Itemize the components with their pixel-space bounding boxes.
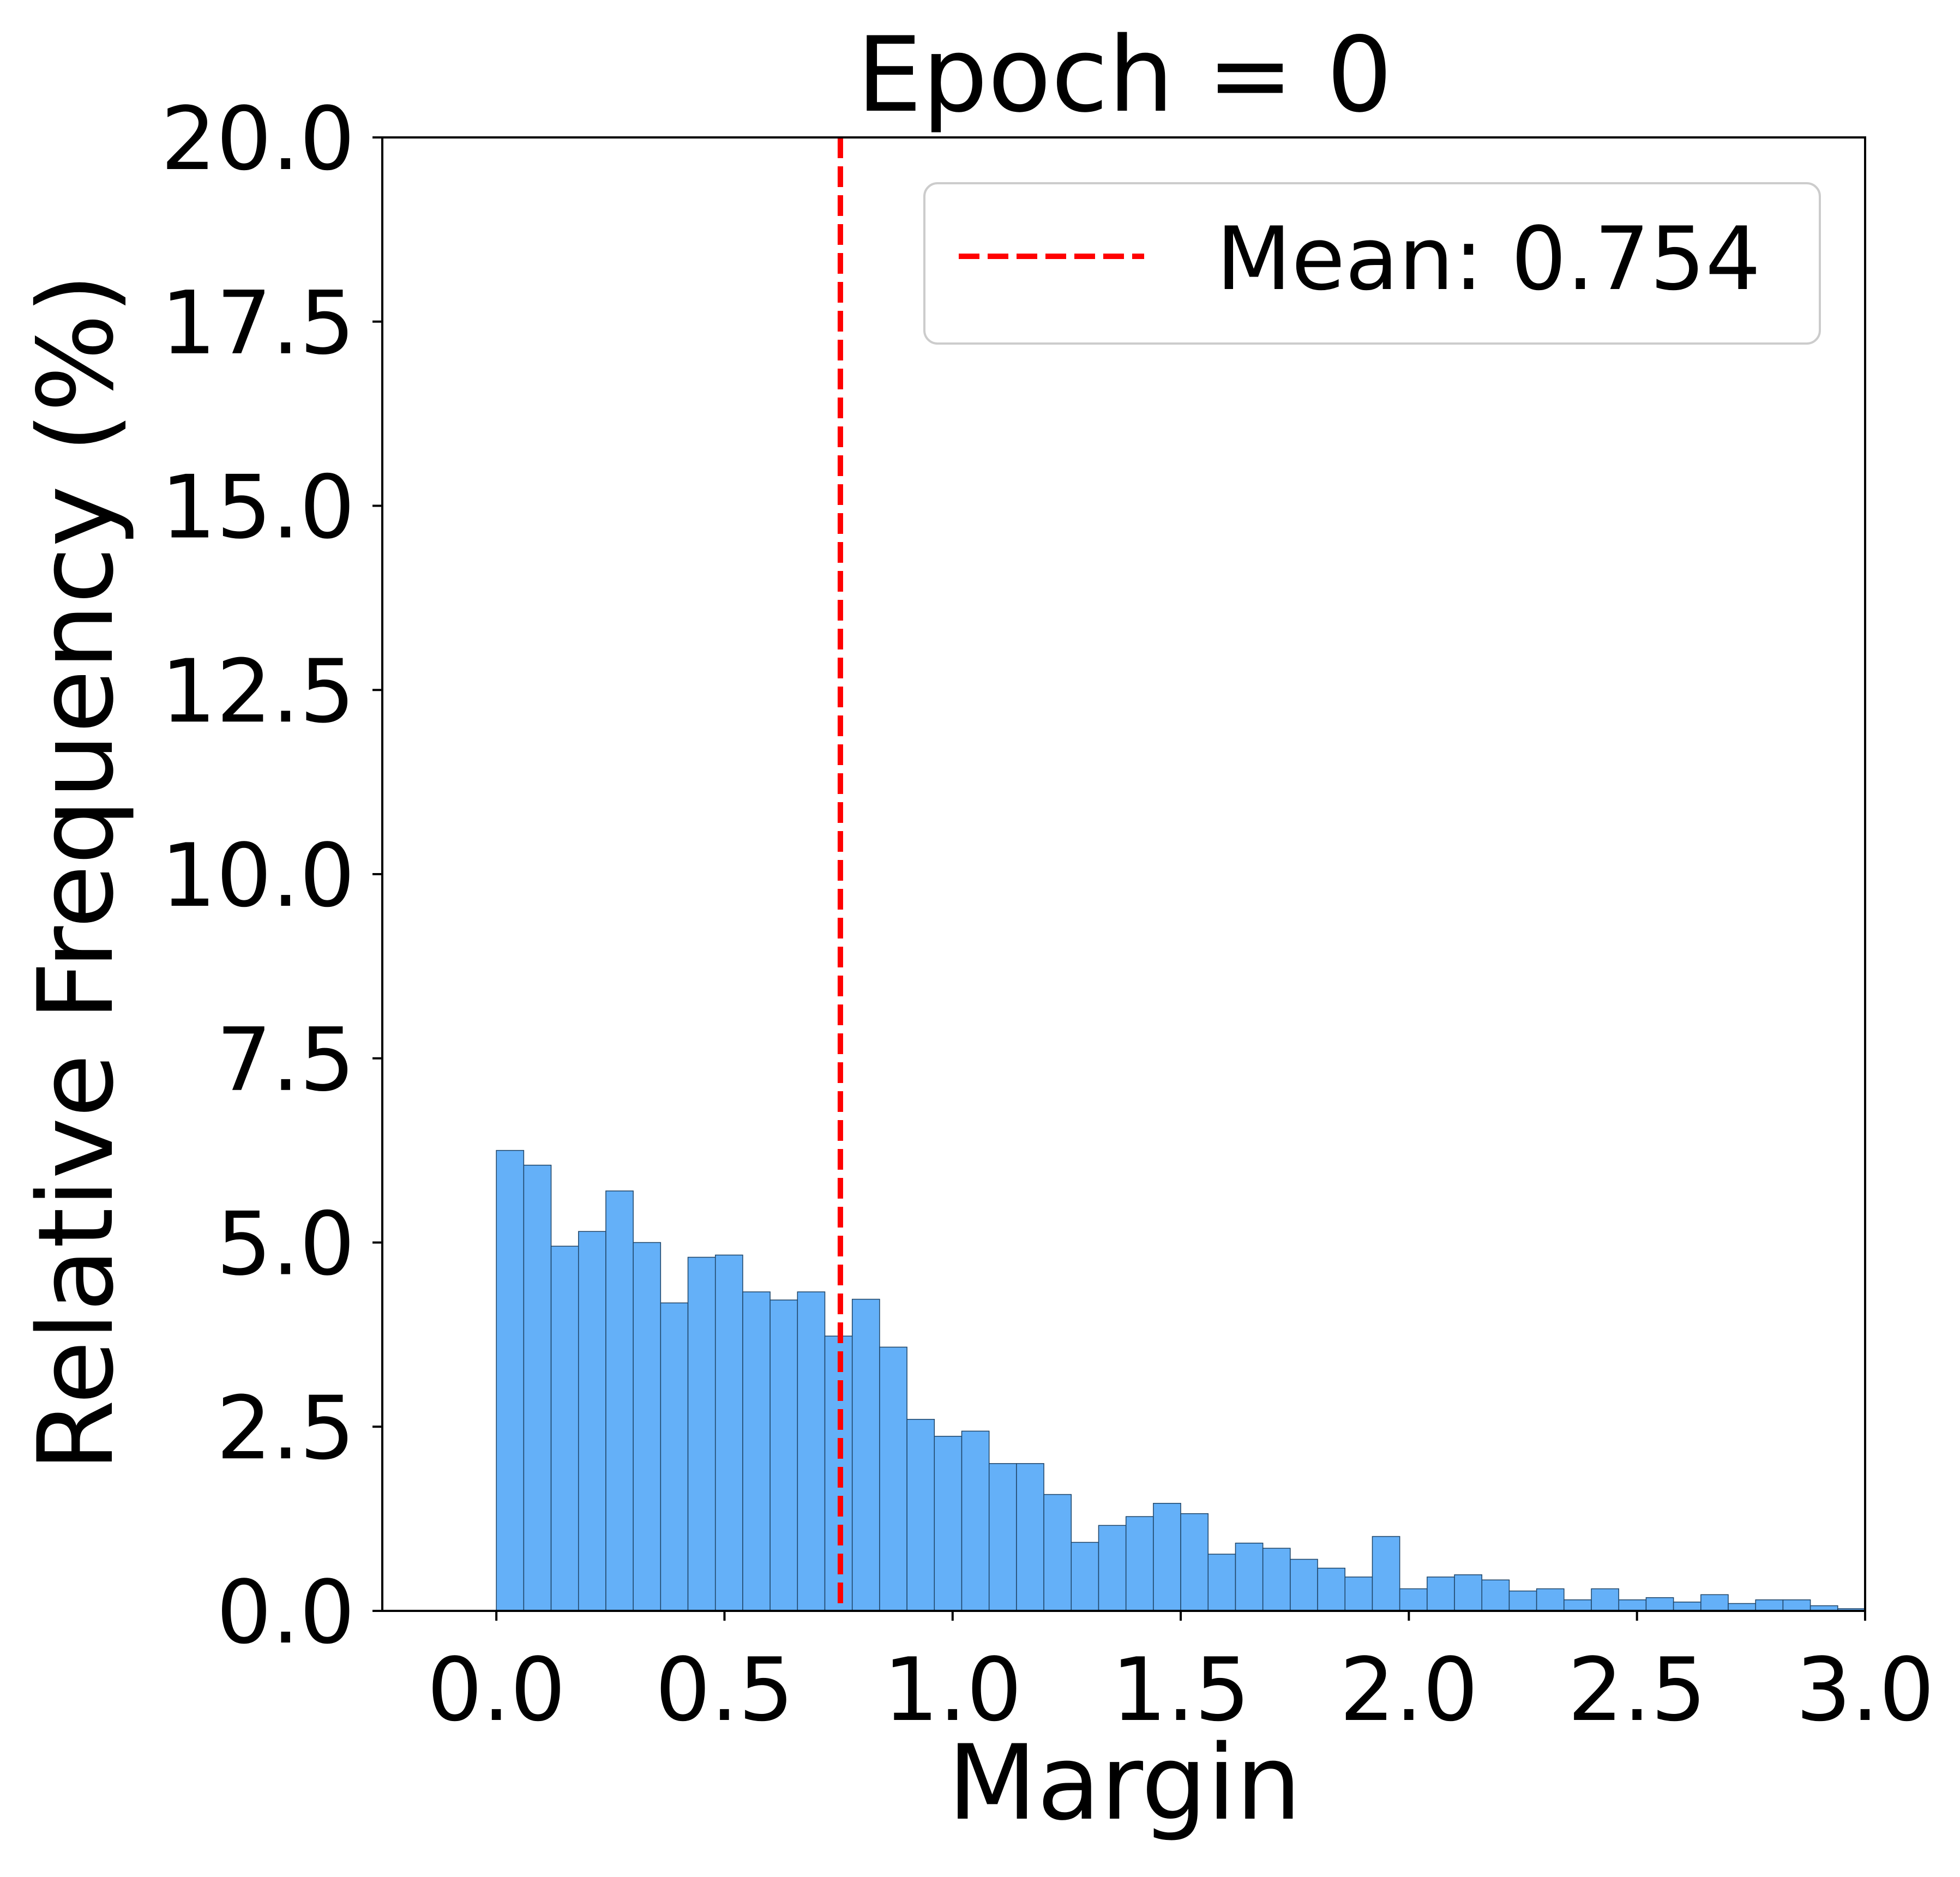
y-tick-label: 15.0 xyxy=(161,456,355,558)
histogram-bar xyxy=(1508,1590,1537,1611)
histogram-bar xyxy=(1153,1503,1181,1611)
histogram-bar xyxy=(1207,1554,1236,1611)
chart-title: Epoch = 0 xyxy=(857,15,1393,135)
y-tick-label: 2.5 xyxy=(217,1377,355,1479)
y-tick-label: 17.5 xyxy=(161,272,355,374)
histogram-bar xyxy=(851,1298,880,1611)
histogram-bar xyxy=(1016,1463,1044,1611)
x-axis-ticks: 0.0 0.5 1.0 1.5 2.0 2.5 3.0 xyxy=(427,1611,1934,1741)
histogram-bar xyxy=(496,1150,525,1611)
histogram-bar xyxy=(633,1242,662,1611)
histogram-bar xyxy=(550,1246,579,1611)
histogram-bar xyxy=(769,1300,798,1611)
legend-mean-label: Mean: 0.754 xyxy=(1216,208,1761,310)
histogram-bar xyxy=(1262,1548,1291,1611)
histogram-bar xyxy=(742,1291,771,1611)
histogram-bar xyxy=(1673,1602,1702,1611)
histogram-bar xyxy=(714,1254,743,1611)
histogram-bar xyxy=(605,1190,634,1611)
histogram-bar xyxy=(1700,1594,1729,1611)
histogram-bar xyxy=(660,1302,689,1611)
histogram-bar xyxy=(1043,1494,1072,1611)
histogram-bars xyxy=(496,1150,1866,1611)
histogram-bar xyxy=(1098,1525,1127,1611)
y-tick-label: 10.0 xyxy=(161,825,355,927)
histogram-bar xyxy=(1235,1542,1264,1611)
x-tick-label: 3.0 xyxy=(1796,1639,1934,1741)
y-tick-label: 5.0 xyxy=(217,1193,355,1295)
x-tick-label: 2.0 xyxy=(1339,1639,1478,1741)
histogram-bar xyxy=(934,1436,963,1611)
histogram-bar xyxy=(988,1463,1017,1611)
histogram-bar xyxy=(1454,1574,1482,1611)
x-tick-label: 0.0 xyxy=(427,1639,566,1741)
histogram-bar xyxy=(1564,1599,1592,1611)
y-axis-ticks: 0.0 2.5 5.0 7.5 10.0 12.5 15.0 17.5 20.0 xyxy=(161,88,382,1663)
histogram-bar xyxy=(1290,1559,1318,1611)
histogram-bar xyxy=(906,1418,935,1611)
histogram-bar xyxy=(1536,1588,1565,1611)
legend: Mean: 0.754 xyxy=(923,182,1821,345)
y-tick-label: 20.0 xyxy=(161,88,355,190)
histogram-bar xyxy=(1399,1588,1428,1611)
histogram-bar xyxy=(1071,1542,1099,1611)
histogram-bar xyxy=(1591,1588,1619,1611)
histogram-bar xyxy=(1125,1516,1154,1611)
x-tick-label: 2.5 xyxy=(1567,1639,1706,1741)
legend-box xyxy=(923,182,1821,345)
x-tick-label: 1.0 xyxy=(883,1639,1022,1741)
y-tick-label: 7.5 xyxy=(217,1009,355,1111)
y-axis-label: Relative Frequency (%) xyxy=(16,273,136,1471)
histogram-bar xyxy=(1344,1577,1373,1611)
histogram-bar xyxy=(961,1430,990,1611)
y-tick-label: 12.5 xyxy=(161,640,355,742)
histogram-bar xyxy=(1427,1577,1455,1611)
histogram-bar xyxy=(1481,1579,1510,1611)
histogram-bar xyxy=(1645,1597,1674,1611)
x-axis-label: Margin xyxy=(948,1723,1302,1843)
histogram-bar xyxy=(797,1291,826,1611)
histogram-bar xyxy=(1755,1599,1784,1611)
histogram-bar xyxy=(1317,1567,1346,1611)
histogram-bar xyxy=(1618,1599,1647,1611)
histogram-bar xyxy=(1180,1513,1209,1611)
histogram-bar xyxy=(879,1346,907,1611)
histogram-bar xyxy=(1372,1536,1400,1611)
y-tick-label: 0.0 xyxy=(217,1561,355,1663)
histogram-bar xyxy=(1728,1603,1756,1611)
histogram-bar xyxy=(1782,1599,1811,1611)
x-tick-label: 0.5 xyxy=(655,1639,793,1741)
histogram-bar xyxy=(523,1164,552,1611)
histogram-bar xyxy=(578,1231,606,1611)
x-tick-label: 1.5 xyxy=(1111,1639,1250,1741)
histogram-bar xyxy=(687,1256,716,1611)
